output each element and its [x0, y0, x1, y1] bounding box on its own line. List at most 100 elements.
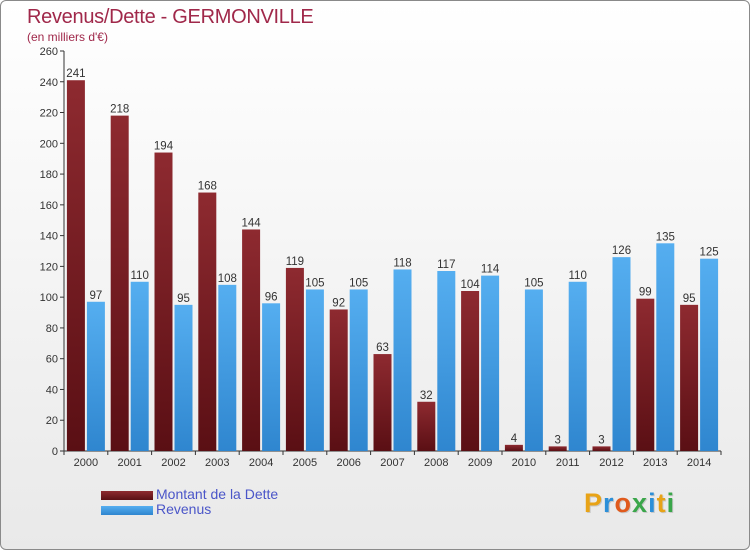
x-tick-label: 2004: [249, 457, 273, 469]
data-label-revenus: 125: [700, 247, 719, 259]
data-label-dette: 168: [198, 181, 217, 193]
chart-bars: [66, 80, 719, 452]
legend-swatch-dette: [101, 491, 153, 500]
y-tick-label: 120: [40, 261, 58, 273]
bar-revenus: [568, 281, 587, 451]
data-label-dette: 92: [332, 297, 345, 309]
bar-revenus: [174, 304, 193, 451]
bar-dette: [285, 267, 304, 451]
y-tick-label: 140: [40, 231, 58, 243]
bar-revenus: [349, 289, 368, 451]
bar-dette: [154, 152, 173, 452]
x-tick-label: 2011: [556, 457, 580, 469]
y-tick-label: 200: [40, 138, 58, 150]
y-tick-label: 160: [40, 200, 58, 212]
data-label-revenus: 105: [305, 277, 324, 289]
y-tick-label: 0: [52, 446, 58, 458]
y-tick-label: 180: [40, 169, 58, 181]
x-tick-label: 2013: [643, 457, 667, 469]
bar-dette: [66, 80, 85, 451]
bar-revenus: [305, 289, 324, 451]
chart-value-labels: 2419721811019495168108144961191059210563…: [66, 68, 718, 446]
bar-dette: [242, 229, 261, 451]
data-label-revenus: 105: [524, 277, 543, 289]
data-label-dette: 99: [639, 287, 652, 299]
bar-revenus: [86, 301, 105, 451]
chart-title: Revenus/Dette - GERMONVILLE: [27, 6, 314, 28]
bar-dette: [198, 192, 217, 452]
x-tick-label: 2000: [74, 457, 98, 469]
bar-dette: [110, 115, 129, 451]
bar-dette: [636, 298, 655, 451]
x-tick-label: 2010: [512, 457, 536, 469]
chart-axes: 0 20 40 60 80 100 120 140 160 180 200 220 240 260 2000…: [40, 46, 722, 469]
data-label-dette: 95: [683, 293, 696, 305]
y-tick-label: 40: [46, 384, 58, 396]
data-label-dette: 218: [110, 104, 129, 116]
y-tick-label: 20: [46, 415, 58, 427]
bar-revenus: [612, 257, 631, 451]
chart-subtitle: (en milliers d'€): [27, 30, 108, 44]
data-label-dette: 63: [376, 342, 389, 354]
proxiti-logo: Proxiti: [584, 488, 676, 518]
bar-dette: [548, 446, 567, 451]
data-label-revenus: 105: [349, 277, 368, 289]
data-label-revenus: 126: [612, 245, 631, 257]
data-label-revenus: 114: [481, 264, 500, 276]
y-tick-label: 220: [40, 108, 58, 120]
data-label-dette: 32: [420, 390, 433, 402]
y-tick-label: 80: [46, 323, 58, 335]
data-label-revenus: 118: [393, 257, 411, 269]
bar-revenus: [437, 271, 456, 451]
bar-revenus: [481, 275, 500, 451]
x-tick-label: 2006: [336, 457, 360, 469]
bar-revenus: [700, 258, 719, 451]
x-tick-label: 2014: [687, 457, 711, 469]
bar-dette: [461, 291, 480, 451]
data-label-dette: 119: [286, 256, 304, 268]
bar-revenus: [524, 289, 543, 451]
bar-dette: [417, 401, 436, 451]
legend-item-revenus: Revenus: [101, 501, 361, 518]
bar-dette: [504, 444, 523, 451]
legend-item-dette: Montant de la Dette: [101, 486, 361, 503]
bar-dette: [373, 354, 392, 451]
data-label-revenus: 110: [569, 270, 587, 282]
x-tick-label: 2009: [468, 457, 492, 469]
data-label-dette: 4: [511, 433, 518, 445]
bar-dette: [592, 446, 611, 451]
data-label-dette: 194: [154, 141, 174, 153]
x-tick-label: 2012: [599, 457, 623, 469]
data-label-revenus: 96: [265, 291, 278, 303]
bar-revenus: [393, 269, 412, 451]
bar-revenus: [656, 243, 675, 451]
bar-revenus: [262, 303, 281, 451]
data-label-dette: 144: [242, 217, 262, 229]
data-label-dette: 3: [598, 434, 604, 446]
data-label-revenus: 135: [656, 231, 675, 243]
bar-dette: [680, 304, 699, 451]
y-tick-label: 60: [46, 354, 58, 366]
legend-label-dette: Montant de la Dette: [156, 486, 279, 502]
x-tick-label: 2002: [161, 457, 185, 469]
x-tick-label: 2005: [293, 457, 317, 469]
y-tick-label: 260: [40, 46, 58, 58]
bar-dette: [329, 309, 348, 451]
x-tick-label: 2007: [380, 457, 404, 469]
y-tick-label: 100: [40, 292, 58, 304]
bar-revenus: [130, 281, 149, 451]
data-label-revenus: 97: [90, 290, 103, 302]
x-tick-label: 2008: [424, 457, 448, 469]
legend-label-revenus: Revenus: [156, 501, 212, 517]
bar-revenus: [218, 284, 237, 451]
data-label-dette: 241: [66, 68, 85, 80]
x-tick-label: 2001: [117, 457, 141, 469]
x-tick-label: 2003: [205, 457, 229, 469]
legend-swatch-revenus: [101, 506, 153, 515]
data-label-revenus: 117: [437, 259, 455, 271]
data-label-revenus: 95: [177, 293, 190, 305]
y-tick-label: 240: [40, 77, 58, 89]
data-label-dette: 3: [554, 434, 560, 446]
